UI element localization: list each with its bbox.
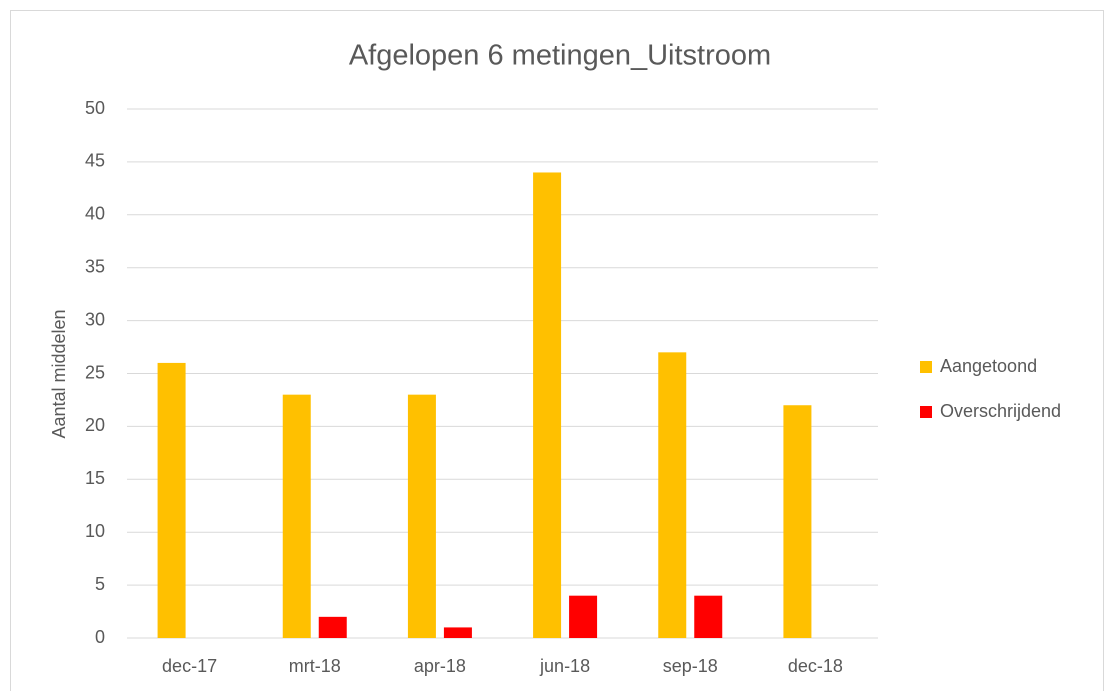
x-tick-label: apr-18 <box>414 656 466 676</box>
x-tick-label: sep-18 <box>663 656 718 676</box>
bar <box>443 627 472 638</box>
bar <box>658 352 687 638</box>
bar <box>318 616 347 638</box>
y-tick-label: 50 <box>85 98 105 118</box>
y-tick-label: 5 <box>95 574 105 594</box>
legend-swatch <box>920 406 932 418</box>
bar <box>783 405 812 638</box>
bar <box>157 362 186 638</box>
bar <box>569 595 598 638</box>
y-tick-label: 0 <box>95 627 105 647</box>
legend-swatch <box>920 361 932 373</box>
y-tick-label: 25 <box>85 362 105 382</box>
x-tick-label: dec-17 <box>162 656 217 676</box>
bar <box>694 595 723 638</box>
bar <box>282 394 311 638</box>
y-tick-label: 20 <box>85 415 105 435</box>
bar <box>533 172 562 639</box>
y-tick-label: 45 <box>85 151 105 171</box>
chart-title: Afgelopen 6 metingen_Uitstroom <box>349 40 771 72</box>
y-tick-label: 40 <box>85 204 105 224</box>
x-tick-label: mrt-18 <box>289 656 341 676</box>
bar <box>407 394 436 638</box>
y-tick-label: 15 <box>85 468 105 488</box>
legend-label: Overschrijdend <box>940 401 1061 421</box>
y-tick-label: 10 <box>85 521 105 541</box>
x-tick-label: dec-18 <box>788 656 843 676</box>
legend-label: Aangetoond <box>940 356 1037 376</box>
x-tick-label: jun-18 <box>539 656 590 676</box>
y-tick-label: 35 <box>85 256 105 276</box>
y-axis-label: Aantal middelen <box>49 309 69 438</box>
y-tick-label: 30 <box>85 309 105 329</box>
